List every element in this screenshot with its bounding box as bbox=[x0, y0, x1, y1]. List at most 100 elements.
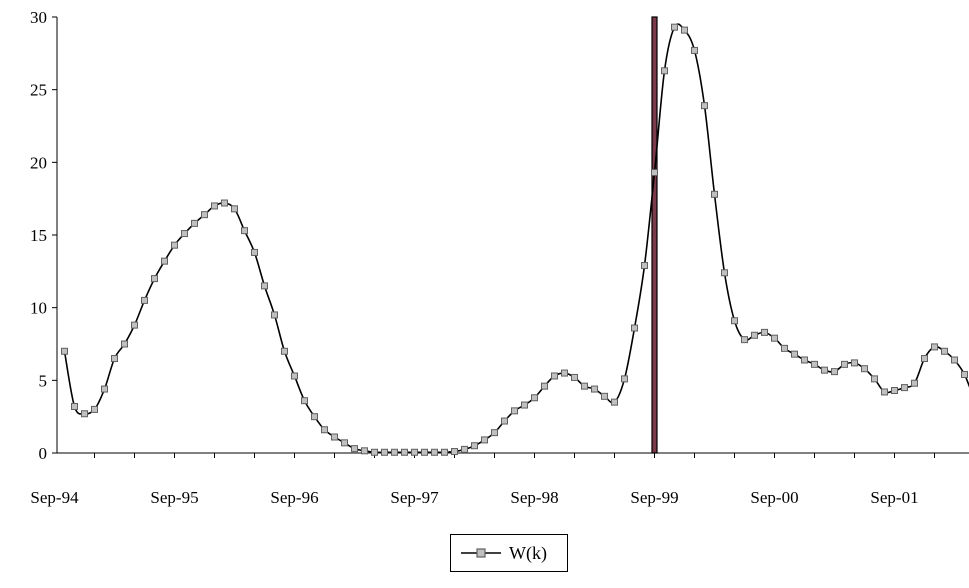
data-point bbox=[661, 67, 668, 75]
data-point bbox=[711, 190, 718, 198]
y-axis-ticks: 0 5 10 15 20 25 30 bbox=[30, 8, 57, 463]
data-point bbox=[501, 417, 508, 425]
data-point bbox=[621, 375, 628, 383]
data-point bbox=[751, 331, 758, 339]
data-point bbox=[201, 211, 208, 219]
data-point bbox=[691, 46, 698, 54]
data-point bbox=[441, 448, 448, 456]
data-point bbox=[681, 26, 688, 34]
data-point bbox=[461, 445, 468, 453]
x-tick-label: Sep-96 bbox=[270, 488, 318, 507]
data-point bbox=[541, 382, 548, 390]
data-point bbox=[131, 321, 138, 329]
data-point bbox=[771, 334, 778, 342]
data-point bbox=[391, 448, 398, 456]
y-tick-label: 0 bbox=[39, 444, 48, 463]
legend: W(k) bbox=[450, 534, 568, 572]
data-point bbox=[221, 199, 228, 207]
data-point bbox=[261, 282, 268, 290]
data-point bbox=[111, 355, 118, 363]
data-point bbox=[231, 205, 238, 213]
data-point bbox=[151, 275, 158, 283]
data-point bbox=[931, 343, 938, 351]
x-tick-label: Sep-97 bbox=[390, 488, 439, 507]
legend-label: W(k) bbox=[509, 543, 547, 563]
data-point bbox=[921, 355, 928, 363]
data-point bbox=[181, 230, 188, 238]
data-point bbox=[851, 359, 858, 367]
x-axis-ticks: Sep-94 Sep-95 Sep-96 Sep-97 Sep-98 Sep-99 Sep-… bbox=[30, 453, 935, 507]
data-point bbox=[741, 336, 748, 344]
data-point bbox=[761, 328, 768, 336]
event-marker-group bbox=[651, 16, 658, 454]
data-point bbox=[861, 365, 868, 373]
data-point bbox=[281, 347, 288, 355]
data-point bbox=[141, 296, 148, 304]
data-point bbox=[671, 23, 678, 31]
data-point bbox=[601, 392, 608, 400]
data-point bbox=[591, 385, 598, 393]
x-tick-label: Sep-99 bbox=[630, 488, 678, 507]
data-point bbox=[271, 311, 278, 319]
event-marker-bar bbox=[651, 16, 658, 454]
x-tick-label: Sep-95 bbox=[150, 488, 198, 507]
data-point bbox=[651, 169, 658, 177]
y-tick-label: 30 bbox=[30, 8, 47, 27]
data-point bbox=[451, 448, 458, 456]
data-point bbox=[321, 426, 328, 434]
data-point bbox=[311, 413, 318, 421]
data-point bbox=[91, 405, 98, 413]
data-point bbox=[731, 317, 738, 325]
y-tick-label: 15 bbox=[30, 226, 47, 245]
data-point bbox=[291, 372, 298, 380]
x-tick-label: Sep-00 bbox=[750, 488, 798, 507]
data-point bbox=[871, 375, 878, 383]
data-point bbox=[361, 447, 368, 455]
data-point bbox=[891, 387, 898, 395]
data-point bbox=[531, 394, 538, 402]
data-point bbox=[121, 340, 128, 348]
data-point bbox=[61, 347, 68, 355]
y-tick-label: 10 bbox=[30, 299, 47, 318]
data-point bbox=[901, 384, 908, 392]
data-point bbox=[491, 429, 498, 437]
x-tick-label: Sep-01 bbox=[870, 488, 918, 507]
data-point bbox=[161, 257, 168, 265]
data-point bbox=[781, 344, 788, 352]
x-tick-label: Sep-98 bbox=[510, 488, 558, 507]
data-point bbox=[631, 324, 638, 332]
data-point bbox=[811, 360, 818, 368]
data-point bbox=[961, 371, 968, 379]
data-point bbox=[101, 385, 108, 393]
axes bbox=[56, 17, 969, 454]
data-point bbox=[841, 360, 848, 368]
data-point bbox=[881, 388, 888, 396]
series-group bbox=[61, 23, 969, 456]
data-point bbox=[371, 448, 378, 456]
data-point bbox=[351, 445, 358, 453]
data-point bbox=[911, 379, 918, 387]
data-point bbox=[511, 407, 518, 415]
data-point bbox=[481, 436, 488, 444]
x-tick-label: Sep-94 bbox=[30, 488, 79, 507]
data-point bbox=[831, 368, 838, 376]
data-point bbox=[641, 262, 648, 270]
data-point bbox=[381, 448, 388, 456]
data-point bbox=[521, 401, 528, 409]
data-point bbox=[821, 366, 828, 374]
y-tick-label: 25 bbox=[30, 81, 47, 100]
legend-swatch-icon bbox=[461, 548, 501, 558]
data-point bbox=[211, 202, 218, 210]
data-point bbox=[611, 398, 618, 406]
y-tick-label: 5 bbox=[39, 371, 48, 390]
data-point bbox=[701, 102, 708, 110]
data-point bbox=[551, 372, 558, 380]
data-point bbox=[431, 448, 438, 456]
data-point bbox=[421, 448, 428, 456]
data-point bbox=[801, 356, 808, 364]
data-point bbox=[251, 248, 258, 256]
data-point bbox=[331, 433, 338, 441]
data-point bbox=[721, 269, 728, 277]
data-point bbox=[301, 397, 308, 405]
